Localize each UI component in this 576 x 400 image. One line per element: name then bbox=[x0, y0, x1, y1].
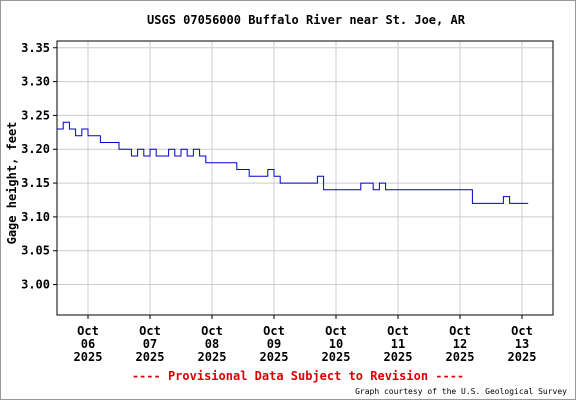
x-tick-label: 10 bbox=[329, 337, 343, 351]
grid-lines bbox=[57, 41, 553, 315]
x-tick-label: 2025 bbox=[508, 350, 537, 364]
x-tick-label: Oct bbox=[511, 324, 533, 338]
x-tick-label: 2025 bbox=[260, 350, 289, 364]
x-tick-label: 11 bbox=[391, 337, 405, 351]
y-tick-label: 3.15 bbox=[21, 176, 50, 190]
series-layer bbox=[57, 121, 529, 204]
x-tick-label: Oct bbox=[139, 324, 161, 338]
x-tick-label: 2025 bbox=[74, 350, 103, 364]
x-tick-label: 2025 bbox=[198, 350, 227, 364]
y-tick-label: 3.05 bbox=[21, 244, 50, 258]
x-tick-label: 12 bbox=[453, 337, 467, 351]
x-tick-label: Oct bbox=[449, 324, 471, 338]
y-tick-label: 3.00 bbox=[21, 278, 50, 292]
chart-title: USGS 07056000 Buffalo River near St. Joe… bbox=[147, 13, 466, 27]
provisional-notice: ---- Provisional Data Subject to Revisio… bbox=[132, 369, 464, 383]
x-tick-label: 2025 bbox=[446, 350, 475, 364]
x-tick-label: 08 bbox=[205, 337, 219, 351]
y-tick-labels: 3.00 3.05 3.10 3.15 3.20 3.25 3.30 3.35 bbox=[21, 41, 57, 292]
x-tick-label: Oct bbox=[387, 324, 409, 338]
y-tick-label: 3.25 bbox=[21, 108, 50, 122]
x-tick-label: 06 bbox=[81, 337, 95, 351]
y-tick-label: 3.30 bbox=[21, 75, 50, 89]
x-tick-label: 2025 bbox=[322, 350, 351, 364]
x-tick-label: 09 bbox=[267, 337, 281, 351]
x-tick-label: Oct bbox=[201, 324, 223, 338]
x-tick-label: 07 bbox=[143, 337, 157, 351]
x-tick-labels: Oct062025Oct072025Oct082025Oct092025Oct1… bbox=[74, 315, 537, 364]
y-axis-label: Gage height, feet bbox=[5, 122, 19, 245]
y-tick-label: 3.35 bbox=[21, 41, 50, 55]
x-tick-label: Oct bbox=[325, 324, 347, 338]
x-tick-label: 13 bbox=[515, 337, 529, 351]
x-tick-label: Oct bbox=[263, 324, 285, 338]
y-tick-label: 3.10 bbox=[21, 210, 50, 224]
courtesy-note: Graph courtesy of the U.S. Geological Su… bbox=[355, 387, 567, 396]
x-tick-label: 2025 bbox=[136, 350, 165, 364]
x-tick-label: Oct bbox=[77, 324, 99, 338]
plot-frame bbox=[56, 40, 554, 316]
y-tick-label: 3.20 bbox=[21, 142, 50, 156]
series-line-gage-height bbox=[57, 121, 529, 204]
x-tick-label: 2025 bbox=[384, 350, 413, 364]
